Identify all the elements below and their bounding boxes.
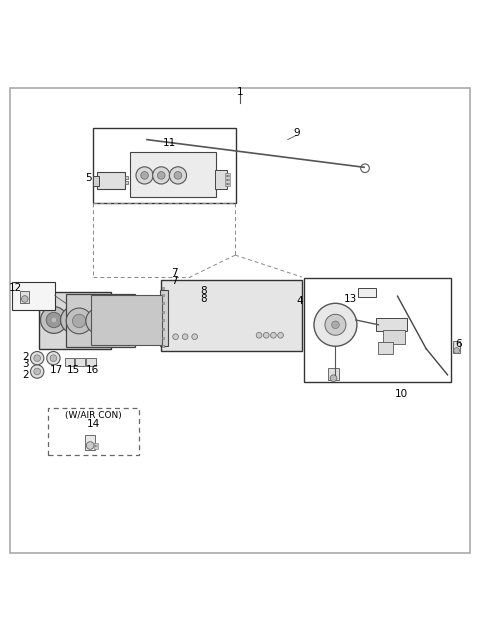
Bar [91,295,162,346]
Bar [21,291,29,303]
Bar [376,318,407,332]
Circle shape [182,334,188,340]
Bar [160,290,168,346]
Text: 14: 14 [87,419,100,429]
Circle shape [454,348,459,353]
Circle shape [86,442,94,449]
Bar [95,447,98,449]
Text: 4: 4 [296,296,303,306]
Text: 2: 2 [22,370,29,380]
Bar [225,173,230,175]
Bar [161,280,302,351]
Circle shape [34,355,40,362]
Text: 2: 2 [22,352,29,362]
Circle shape [271,332,276,338]
Circle shape [66,312,82,328]
Circle shape [22,296,28,302]
Bar [12,282,55,310]
Bar [453,342,460,353]
Bar [225,184,230,186]
Circle shape [60,307,87,333]
Circle shape [66,308,92,334]
Bar [225,180,230,182]
Text: 16: 16 [86,365,99,375]
Bar [38,292,111,349]
Circle shape [40,307,67,333]
Bar [66,294,135,348]
Bar [97,172,125,189]
Circle shape [325,314,346,335]
Text: 6: 6 [455,339,462,349]
Bar [86,358,96,366]
Bar [93,176,99,186]
Text: 3: 3 [22,359,29,369]
Circle shape [173,334,179,340]
Circle shape [256,332,262,338]
Text: 17: 17 [49,365,63,375]
Circle shape [136,167,153,184]
Circle shape [153,167,170,184]
Circle shape [92,314,106,328]
Bar [130,152,216,197]
Text: (W/AIR CON): (W/AIR CON) [65,411,122,420]
Text: 11: 11 [163,138,176,148]
Bar [124,180,128,184]
Bar [328,368,339,380]
Bar [378,342,393,355]
Circle shape [51,317,57,323]
Circle shape [50,355,57,362]
Circle shape [86,312,102,328]
Circle shape [169,167,187,184]
Bar [75,358,85,366]
Circle shape [46,312,61,328]
Bar [93,127,236,203]
Text: 8: 8 [201,294,207,303]
Circle shape [47,351,60,365]
Bar [383,330,405,344]
Circle shape [91,317,97,323]
Text: 1: 1 [237,87,243,97]
Text: 7: 7 [171,268,178,278]
Bar [304,278,451,382]
Circle shape [72,314,86,328]
Circle shape [31,351,44,365]
Circle shape [314,303,357,346]
Bar [65,358,74,366]
Text: 13: 13 [344,294,357,303]
Circle shape [31,365,44,378]
Bar [48,408,139,454]
Text: 5: 5 [85,173,92,183]
Bar [95,443,98,445]
Circle shape [192,334,198,340]
Circle shape [330,375,337,381]
Text: 9: 9 [293,128,300,138]
Circle shape [71,317,77,323]
Circle shape [278,332,283,338]
Bar [85,435,96,450]
Bar [215,170,227,189]
Circle shape [86,308,112,334]
Circle shape [264,332,269,338]
Circle shape [112,314,125,328]
Circle shape [141,172,148,179]
Bar [124,177,128,179]
Circle shape [174,172,182,179]
Text: 10: 10 [395,389,408,399]
Circle shape [157,172,165,179]
Text: 12: 12 [9,282,23,292]
Circle shape [34,368,40,375]
Circle shape [332,321,339,328]
Text: 7: 7 [171,276,178,286]
Bar [225,177,230,179]
Text: 15: 15 [67,365,81,375]
Text: 8: 8 [201,286,207,296]
Bar [359,287,376,297]
Circle shape [106,308,131,334]
Circle shape [81,307,108,333]
